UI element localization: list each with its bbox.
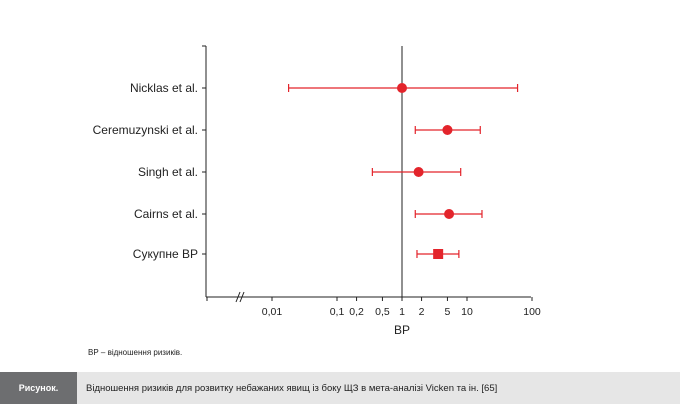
point-estimate-marker [397,83,407,93]
x-axis-label: ВР [394,323,410,337]
pooled-estimate-marker [433,249,444,259]
study-label: Ceremuzynski et al. [93,123,198,137]
x-tick-label: 0,1 [330,306,345,318]
axis-break-mark [239,291,245,303]
caption-text: Відношення ризиків для розвитку небажани… [77,372,680,404]
point-estimate-marker [442,125,453,135]
x-tick-label: 100 [523,306,541,318]
study-label: Cairns et al. [134,207,198,221]
x-tick-label: 0,5 [375,306,390,318]
study-label: Singh et al. [138,165,198,179]
axis-break-mark [235,291,241,303]
study-label: Nicklas et al. [130,81,198,95]
axes [202,45,531,303]
study-labels: Nicklas et al. Ceremuzynski et al. Singh e… [93,81,198,261]
x-tick-label: 1 [399,306,405,318]
forest-plot: Nicklas et al. Ceremuzynski et al. Singh e… [93,45,541,337]
caption-tag: Рисунок. [0,372,77,404]
point-estimate-marker [413,167,424,177]
footnote: ВР – відношення ризиків. [88,348,183,357]
estimates [287,83,519,259]
x-tick-label: 0,01 [262,306,283,318]
x-axis-ticks: 0,01 0,1 0,2 0,5 1 2 5 10 100 [206,297,541,318]
study-label: Сукупне ВР [133,247,198,261]
x-tick-label: 0,2 [349,306,364,318]
figure-caption: Рисунок. Відношення ризиків для розвитку… [0,372,680,404]
x-tick-label: 5 [445,306,451,318]
x-tick-label: 10 [461,306,473,318]
x-tick-label: 2 [419,306,425,318]
point-estimate-marker [444,209,455,219]
